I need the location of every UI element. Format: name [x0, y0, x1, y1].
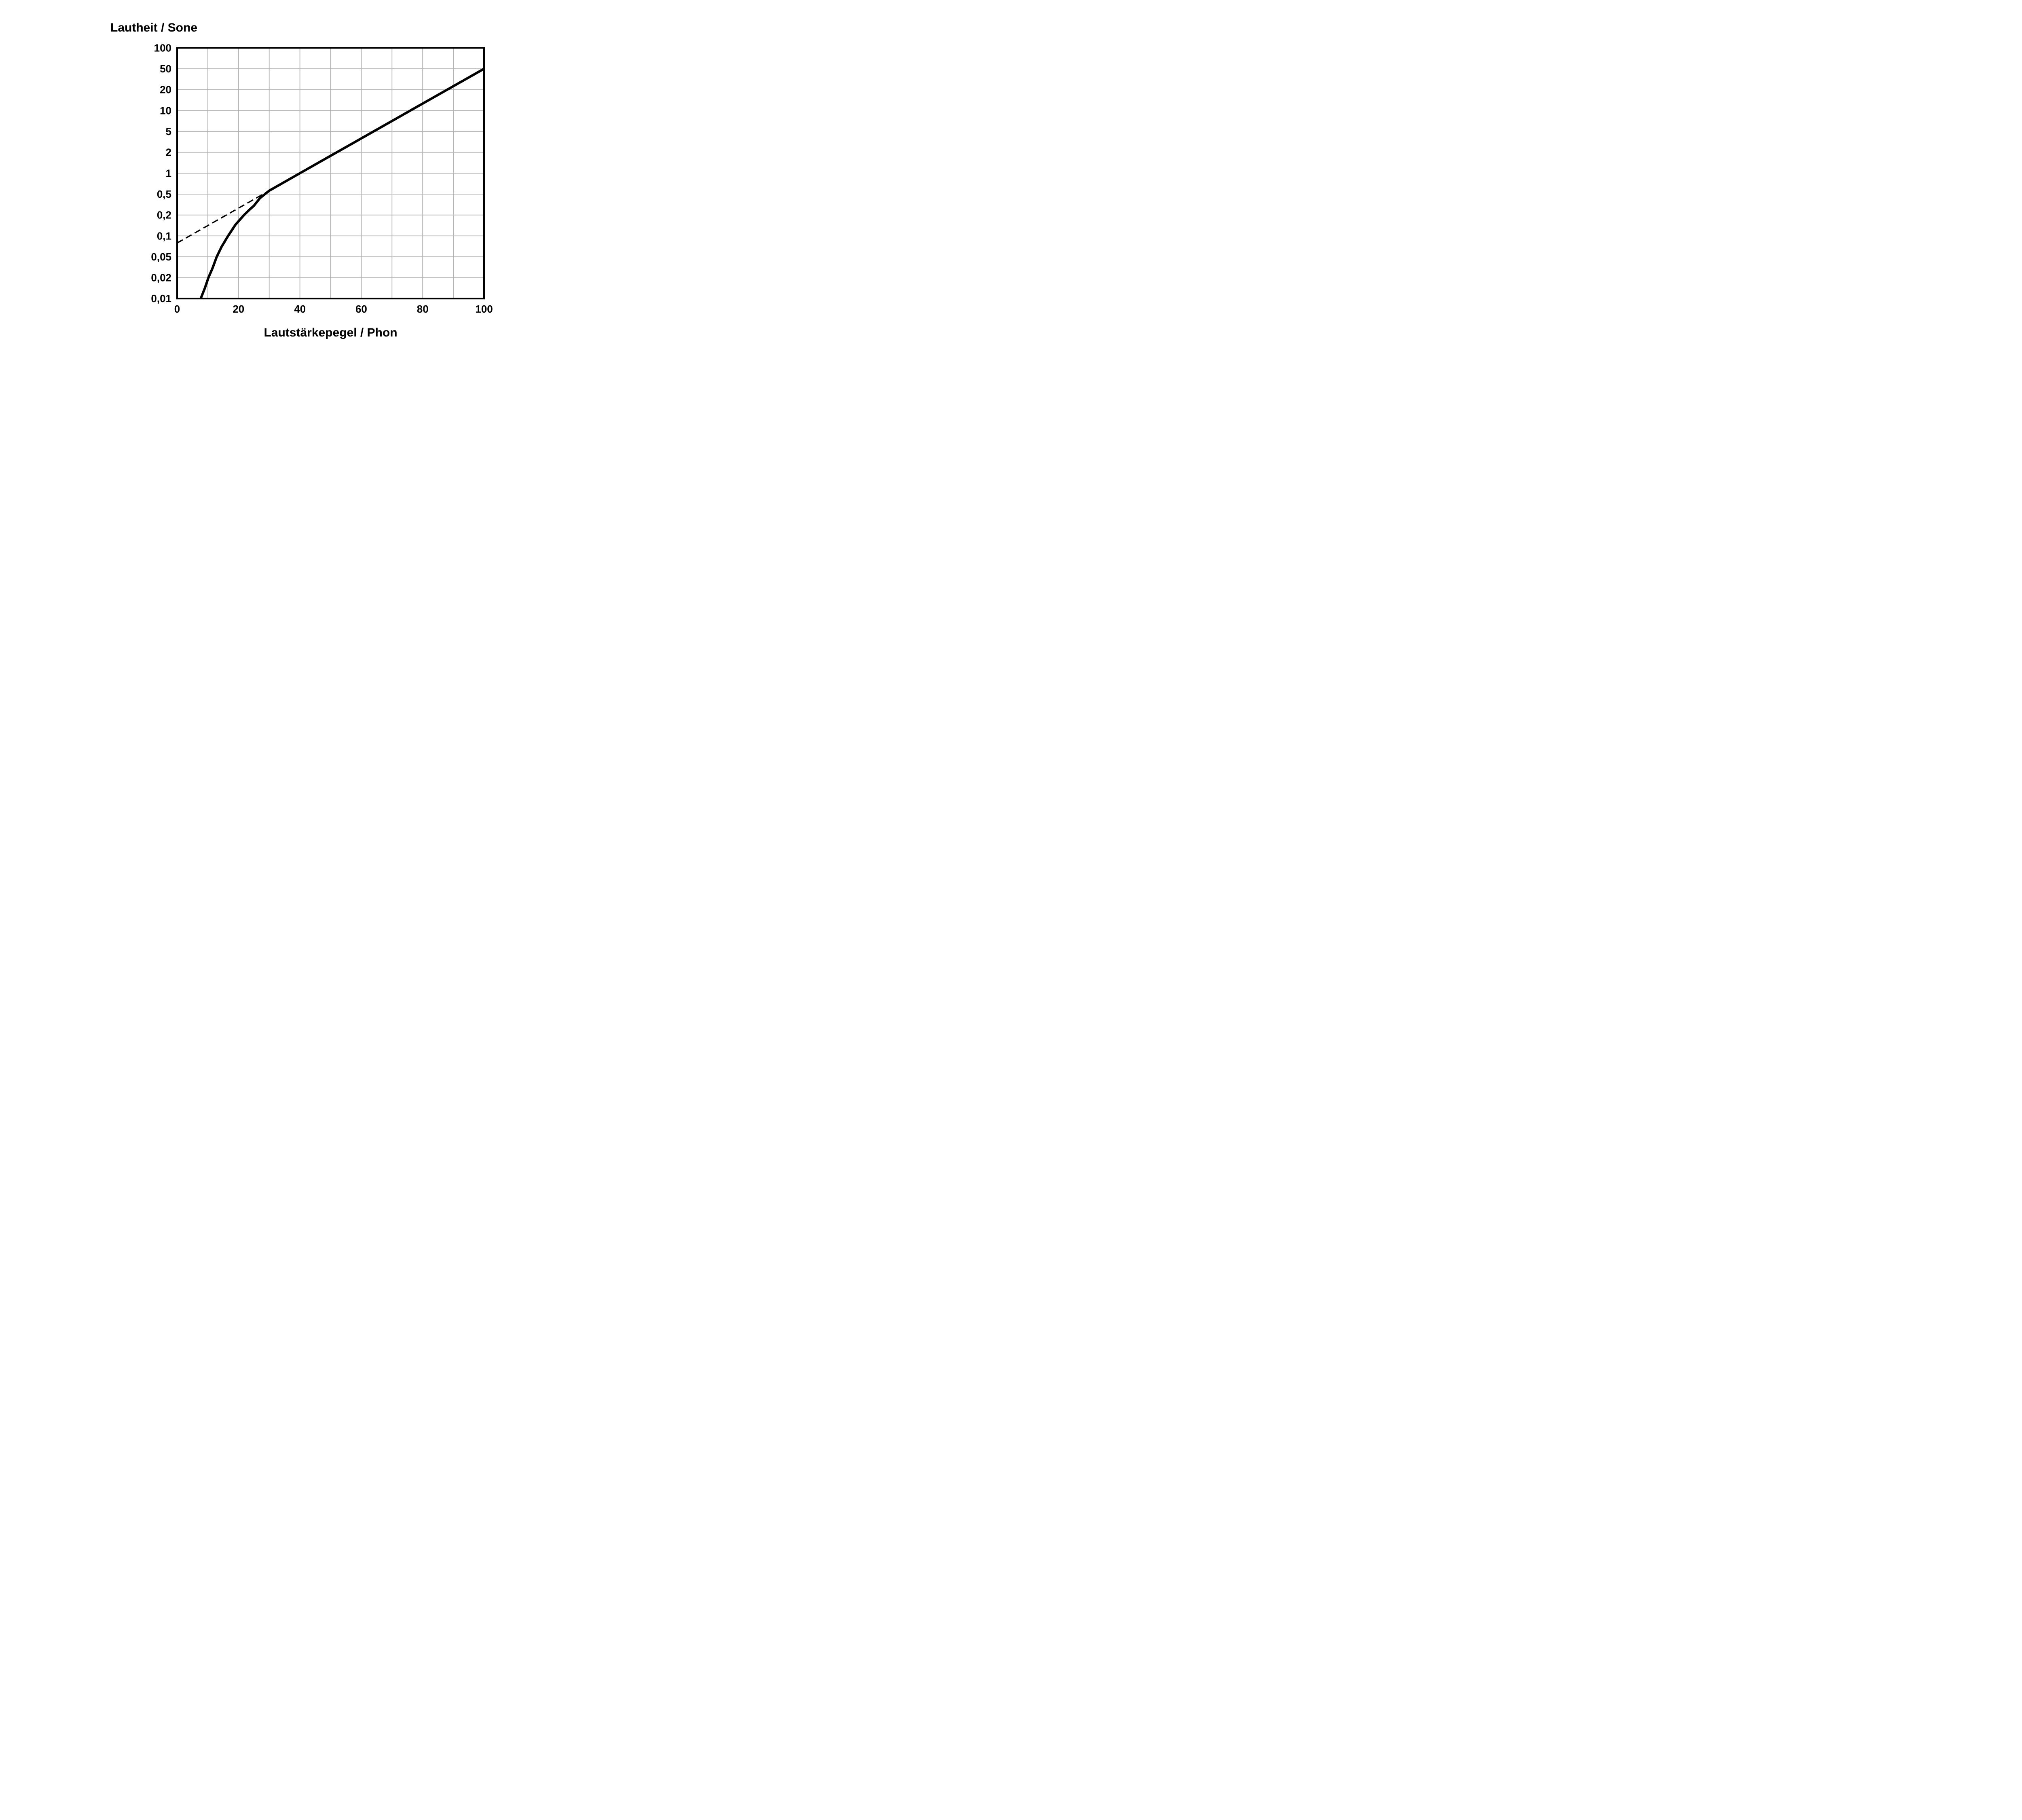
- loudness-curve: [199, 68, 485, 299]
- axis-tick-labels: 0,01 0,02 0,05 0,1 0,2 0,5 1 2 5 10 20 50 100 0 20 40 60…: [151, 42, 493, 315]
- y-tick-label: 0,02: [151, 272, 171, 284]
- y-tick-label: 0,01: [151, 292, 171, 305]
- y-tick-label: 10: [160, 104, 171, 116]
- y-tick-label: 1: [166, 167, 171, 179]
- y-tick-label: 2: [166, 146, 171, 159]
- x-tick-label: 20: [233, 303, 244, 315]
- plot-border: [176, 47, 485, 300]
- x-tick-label: 0: [174, 303, 180, 315]
- y-tick-label: 100: [154, 42, 171, 54]
- x-tick-label: 60: [355, 303, 367, 315]
- figure-canvas: Lautheit / Sone 0,01 0,02 0,05 0,1 0,2 0,5 1 2 5…: [0, 0, 647, 364]
- y-tick-label: 50: [160, 63, 171, 75]
- grid-layer: [177, 48, 484, 299]
- y-tick-label: 20: [160, 84, 171, 96]
- dashed-extrapolation-line: [177, 190, 270, 244]
- x-axis-title: Lautstärkepegel / Phon: [264, 326, 398, 339]
- y-axis-title: Lautheit / Sone: [110, 21, 198, 34]
- x-tick-label: 40: [294, 303, 306, 315]
- y-tick-label: 0,2: [157, 209, 171, 221]
- y-tick-label: 5: [166, 125, 171, 138]
- x-tick-label: 80: [417, 303, 429, 315]
- loudness-chart: 0,01 0,02 0,05 0,1 0,2 0,5 1 2 5 10 20 50 100 0 20 40 60…: [151, 42, 493, 315]
- y-tick-label: 0,5: [157, 188, 171, 200]
- y-tick-label: 0,05: [151, 251, 171, 263]
- x-tick-label: 100: [475, 303, 493, 315]
- y-tick-label: 0,1: [157, 230, 171, 242]
